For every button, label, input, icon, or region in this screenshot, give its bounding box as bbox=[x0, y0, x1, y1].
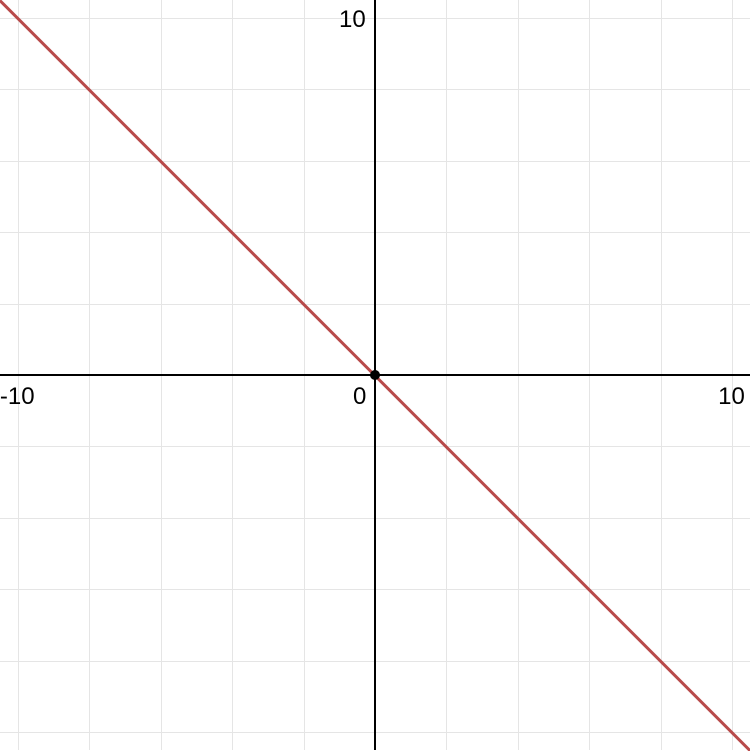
coordinate-plane: 10 0 -10 10 bbox=[0, 0, 750, 750]
x-tick-label-pos: 10 bbox=[718, 383, 745, 411]
y-tick-label-pos: 10 bbox=[339, 6, 366, 34]
origin-label: 0 bbox=[353, 383, 366, 411]
origin-point bbox=[370, 370, 380, 380]
x-tick-label-neg: -10 bbox=[0, 383, 35, 411]
